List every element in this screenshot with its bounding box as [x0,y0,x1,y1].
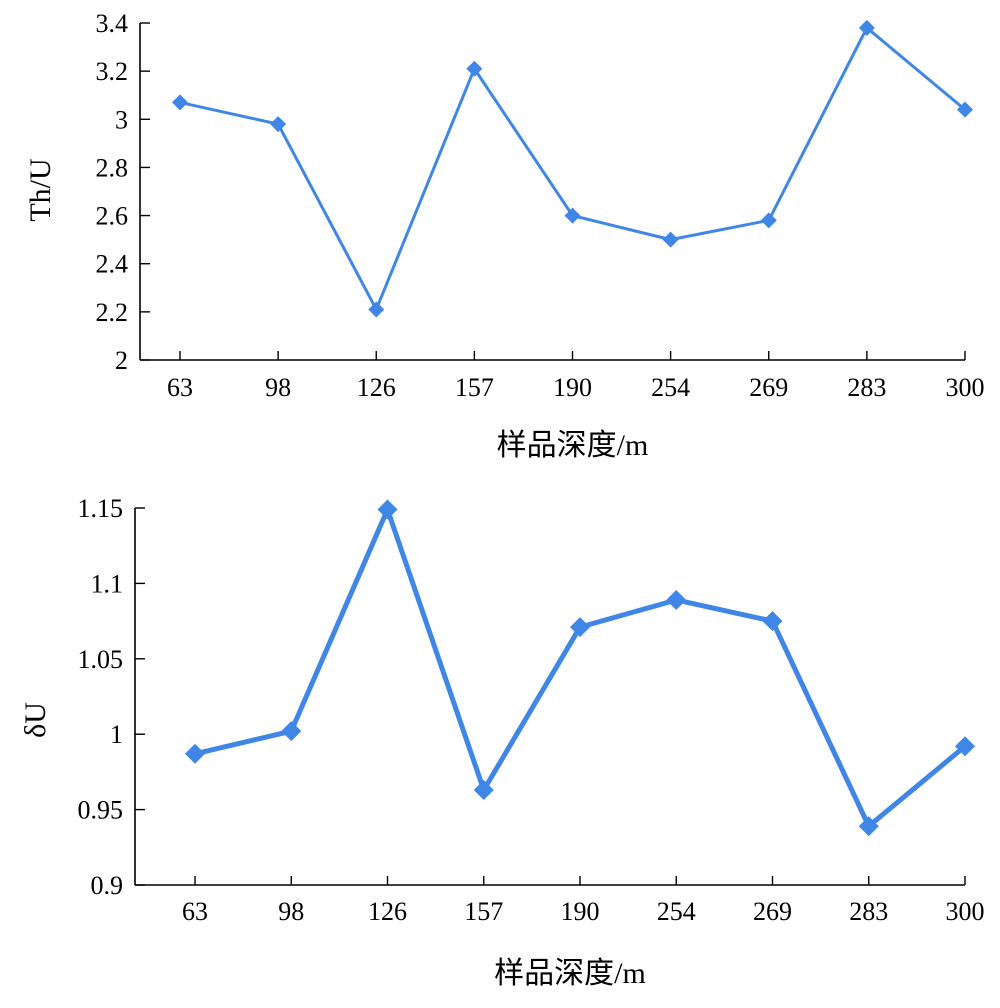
delta-u-y-tick-label: 1 [110,720,123,749]
delta-u-x-tick-label: 190 [561,897,600,926]
delta-u-x-tick-label: 283 [849,897,888,926]
thu-x-tick-label: 190 [553,373,592,402]
thu-y-tick-label: 2.2 [96,298,129,327]
delta-u-x-tick-label: 269 [753,897,792,926]
thu-y-tick-label: 2 [115,346,128,375]
thu-data-point [957,101,973,118]
delta-u-y-tick-label: 1.05 [78,645,124,674]
thu-x-axis-title: 样品深度/m [497,429,649,462]
thu-x-tick-label: 283 [847,373,886,402]
thu-y-tick-label: 3.4 [96,9,129,38]
thu-x-tick-label: 269 [749,373,788,402]
thu-x-tick-label: 63 [167,373,193,402]
thu-chart: 2 2.2 2.4 2.6 2.8 3 3.2 3.4 63 98 126 157 190 254 269 2… [24,9,985,462]
thu-y-tick-label: 2.4 [96,250,129,279]
delta-u-chart: 0.9 0.95 1 1.05 1.1 1.15 63 98 126 157 190 254 269 28… [19,494,985,990]
thu-data-point [270,116,287,133]
thu-x-tick-label: 126 [357,373,396,402]
delta-u-data-point [666,589,687,610]
delta-u-x-tick-label: 98 [278,897,304,926]
delta-u-y-tick-label: 0.95 [78,796,124,825]
delta-u-data-point [473,779,494,800]
delta-u-data-point [185,743,205,764]
thu-data-point [466,60,483,77]
thu-x-tick-label: 157 [455,373,494,402]
delta-u-y-tick-label: 1.1 [91,569,124,598]
delta-u-x-tick-label: 126 [368,897,407,926]
thu-data-point [662,231,679,248]
delta-u-data-point [955,736,975,757]
thu-y-tick-label: 3.2 [96,57,129,86]
thu-data-point [760,212,777,229]
thu-data-point [172,94,188,111]
thu-data-point [564,207,581,224]
thu-y-tick-label: 2.6 [96,202,129,231]
delta-u-x-tick-label: 157 [464,897,503,926]
thu-data-point [368,301,385,318]
delta-u-x-tick-label: 63 [182,897,208,926]
delta-u-x-tick-label: 300 [946,897,985,926]
thu-x-tick-label: 98 [265,373,291,402]
thu-y-tick-label: 2.8 [96,153,129,182]
delta-u-data-point [281,721,302,742]
delta-u-y-axis-title: δU [19,702,52,738]
delta-u-data-point [570,617,590,638]
thu-data-point [858,19,875,36]
thu-y-axis-title: Th/U [24,158,57,222]
delta-u-data-point [377,499,398,520]
delta-u-data-point [762,611,783,632]
delta-u-data-point [858,816,879,837]
delta-u-x-axis-title: 样品深度/m [494,957,646,990]
thu-series-line [178,26,967,311]
delta-u-series-line [192,507,968,829]
delta-u-x-tick-label: 254 [657,897,696,926]
thu-x-tick-label: 300 [946,373,985,402]
delta-u-y-tick-label: 1.15 [78,494,124,523]
thu-y-tick-label: 3 [115,105,128,134]
thu-x-tick-label: 254 [651,373,690,402]
delta-u-y-tick-label: 0.9 [91,871,124,900]
